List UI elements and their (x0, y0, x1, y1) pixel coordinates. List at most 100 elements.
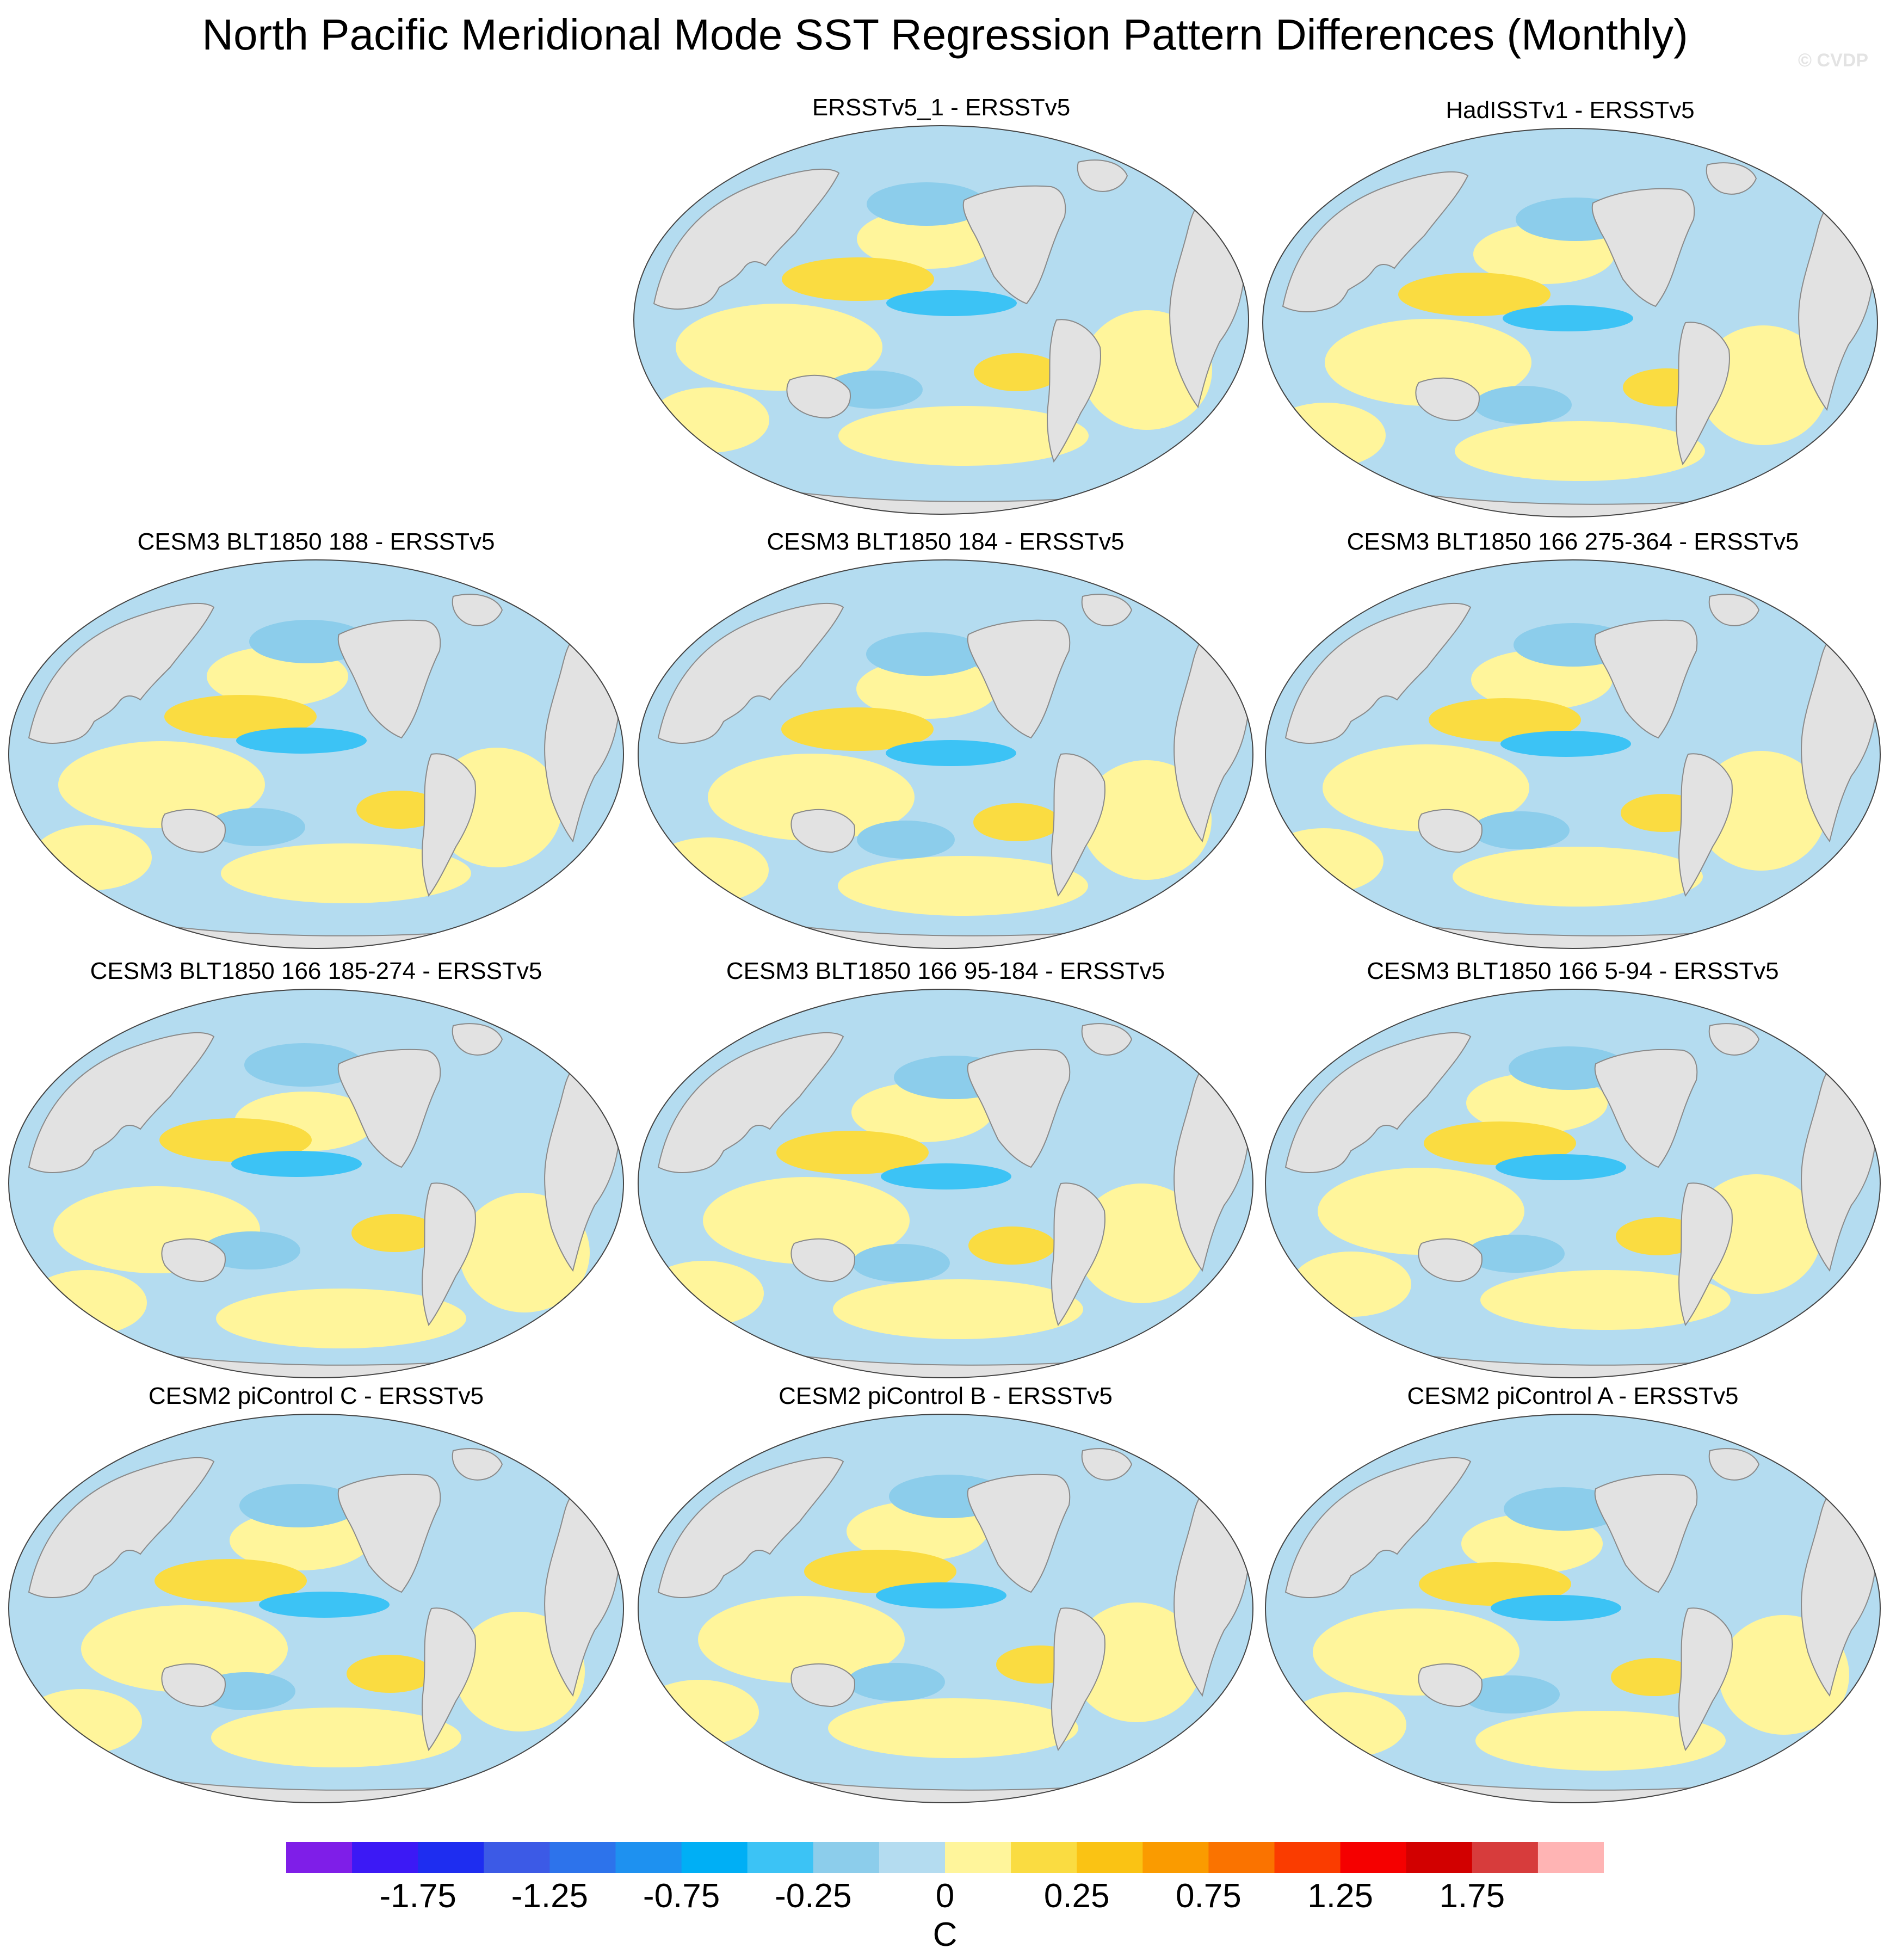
panel-cesm2-picontrol-c: CESM2 piControl C - ERSSTv5 (7, 1381, 625, 1805)
colorbar-swatch (484, 1842, 550, 1873)
map-outline (638, 559, 1253, 949)
landmass (1081, 1023, 1133, 1056)
sst-anomaly-region (1424, 1121, 1576, 1165)
landmass (1081, 594, 1133, 626)
panel-title: CESM2 piControl A - ERSSTv5 (1407, 1383, 1739, 1409)
landmass (1047, 319, 1101, 463)
panel-title: CESM3 BLT1850 166 5-94 - ERSSTv5 (1367, 958, 1779, 984)
panel-title: CESM3 BLT1850 166 95-184 - ERSSTv5 (726, 958, 1165, 984)
sst-anomaly-region (804, 1550, 956, 1593)
sst-anomaly-region (1453, 847, 1703, 907)
landmass (28, 602, 215, 744)
colorbar-units: C (932, 1916, 958, 1953)
sst-anomaly-region (1611, 1658, 1698, 1696)
landmass (1706, 162, 1757, 195)
sst-anomaly-region (866, 632, 986, 676)
panel-cesm3-188: CESM3 BLT1850 188 - ERSSTv5 (7, 527, 625, 951)
sst-anomaly-region (351, 1214, 438, 1252)
panel-ersstv5-1: ERSSTv5_1 - ERSSTv5 (632, 93, 1250, 517)
landmass (790, 1238, 855, 1283)
landmass (790, 1663, 855, 1708)
landmass (1708, 594, 1760, 626)
world-map (638, 1414, 1253, 1803)
landmass (1418, 1663, 1483, 1708)
landmass (1678, 753, 1733, 897)
landmass (1415, 377, 1480, 422)
panel-cesm3-166-5-94: CESM3 BLT1850 166 5-94 - ERSSTv5 (1264, 956, 1882, 1380)
map-outline (638, 989, 1253, 1378)
colorbar-swatch (1142, 1842, 1209, 1873)
sst-anomaly-region (833, 1279, 1083, 1339)
colorbar-swatch (681, 1842, 748, 1873)
sst-anomaly-region (1318, 1168, 1524, 1255)
sst-anomaly-region (221, 843, 471, 903)
panel-cesm3-166-185-274: CESM3 BLT1850 166 185-274 - ERSSTv5 (7, 956, 625, 1380)
landmass (161, 1663, 226, 1708)
sst-anomaly-region (1325, 319, 1531, 406)
landmass (1051, 1182, 1105, 1327)
sst-anomaly-region (1429, 698, 1581, 742)
sst-anomaly-region (230, 1511, 371, 1570)
world-map (8, 1414, 624, 1803)
colorbar-swatch (747, 1842, 814, 1873)
landmass (1594, 619, 1698, 739)
world-map (8, 559, 624, 949)
colorbar-swatch (418, 1842, 484, 1873)
landmass (161, 1238, 226, 1283)
sst-anomaly-region (1500, 731, 1631, 757)
sst-anomaly-region (211, 1708, 461, 1767)
panel-title: CESM3 BLT1850 188 - ERSSTv5 (137, 528, 495, 555)
panel-cesm2-picontrol-a: CESM2 piControl A - ERSSTv5 (1264, 1381, 1882, 1805)
sst-anomaly-region (876, 1582, 1006, 1608)
landmass (452, 1023, 503, 1056)
landmass (1418, 1238, 1483, 1283)
landmass (1284, 1032, 1472, 1173)
colorbar-swatch (1208, 1842, 1275, 1873)
map-outline (8, 1414, 624, 1803)
sst-anomaly-region (1504, 1487, 1623, 1531)
sst-anomaly-region (1467, 1235, 1565, 1273)
panel-title: HadISSTv1 - ERSSTv5 (1446, 97, 1695, 124)
sst-anomaly-region (776, 1131, 929, 1174)
sst-anomaly-region (22, 1689, 142, 1754)
landmass (1678, 1182, 1733, 1327)
landmass (962, 185, 1066, 305)
landmass (967, 1474, 1071, 1593)
sst-anomaly-region (207, 808, 305, 846)
sst-anomaly-region (1323, 744, 1529, 831)
map-outline (8, 559, 624, 949)
sst-anomaly-region (1480, 1270, 1731, 1330)
colorbar (286, 1842, 1604, 1873)
landmass (1051, 753, 1105, 897)
colorbar-tick-label: 0 (935, 1877, 955, 1915)
world-map (638, 989, 1253, 1378)
landmass (1051, 1607, 1105, 1752)
colorbar-tick-label: 0.75 (1176, 1877, 1242, 1915)
colorbar-tick-label: -1.75 (379, 1877, 456, 1915)
sst-anomaly-region (1496, 1154, 1626, 1180)
colorbar-swatch (615, 1842, 682, 1873)
sst-anomaly-region (1071, 1602, 1202, 1722)
sst-anomaly-region (828, 1698, 1078, 1758)
sst-anomaly-region (347, 1655, 434, 1693)
panel-title: ERSSTv5_1 - ERSSTv5 (812, 94, 1071, 121)
sst-anomaly-region (886, 740, 1016, 766)
world-map (633, 125, 1249, 515)
sst-anomaly-region (852, 1244, 950, 1282)
sst-anomaly-region (1398, 273, 1551, 316)
sst-anomaly-region (164, 695, 317, 738)
landmass (1418, 809, 1483, 853)
colorbar-tick-labels: -1.75 -1.25 -0.75 -0.25 0 0.25 0.75 1.25 1.75 (0, 1875, 1890, 1918)
sst-anomaly-region (973, 803, 1060, 841)
cvdp-credit: © CVDP (1798, 50, 1868, 71)
colorbar-swatch (1406, 1842, 1473, 1873)
landmass (161, 809, 226, 853)
sst-anomaly-region (781, 707, 934, 751)
sst-anomaly-region (236, 728, 367, 754)
figure-title: North Pacific Meridional Mode SST Regres… (202, 10, 1688, 59)
landmass (657, 1457, 844, 1598)
panel-title: CESM3 BLT1850 184 - ERSSTv5 (767, 528, 1125, 555)
sst-anomaly-region (639, 1680, 759, 1745)
landmass (967, 619, 1071, 739)
colorbar-swatch (1340, 1842, 1407, 1873)
